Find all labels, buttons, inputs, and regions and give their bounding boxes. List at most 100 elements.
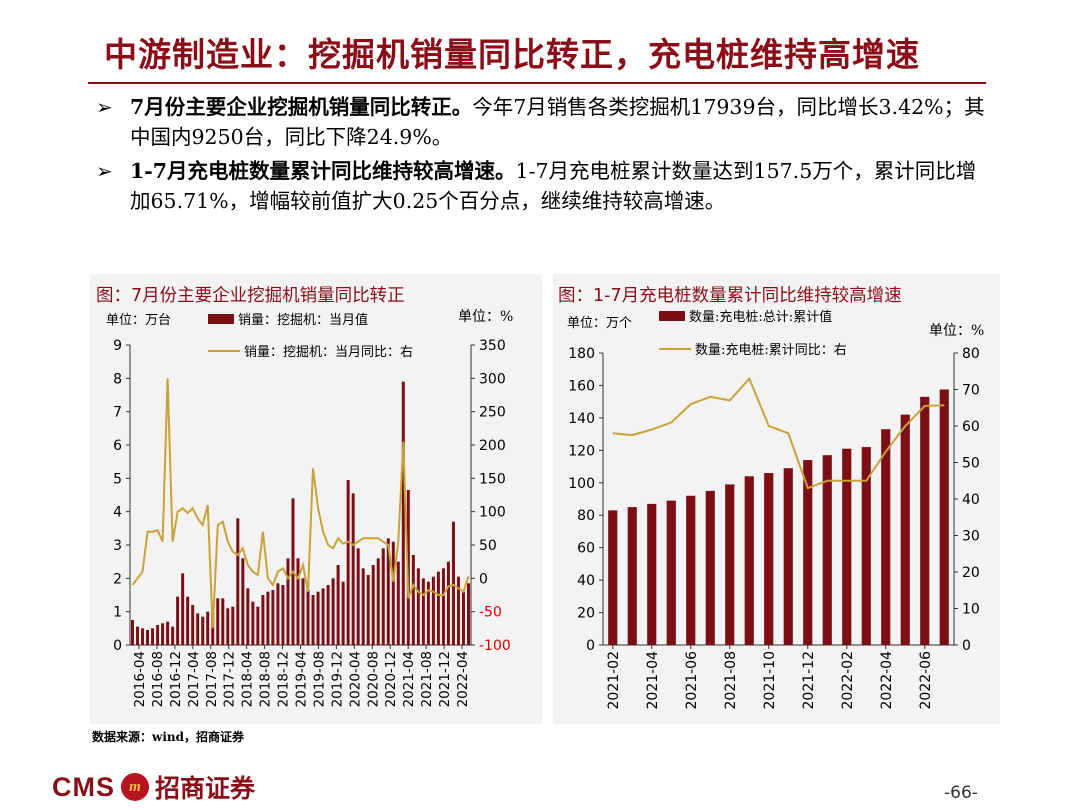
bar [900, 414, 910, 645]
y-tick-label: 40 [577, 573, 595, 589]
bar [647, 503, 657, 645]
bar [191, 605, 195, 645]
bar [216, 598, 220, 645]
bar [236, 518, 240, 645]
x-tick-label: 2021-10 [762, 651, 778, 710]
data-source: 数据来源：wind，招商证券 [92, 730, 245, 744]
bar [276, 583, 280, 645]
x-tick-label: 2018-08 [258, 651, 274, 707]
bar [666, 500, 676, 645]
bar [920, 396, 930, 645]
legend-bar-label: 销量：挖掘机：当月值 [238, 312, 368, 328]
bar [783, 468, 793, 645]
legend-bar-label: 数量:充电桩:总计:累计值 [689, 309, 832, 325]
unit-left-label: 单位：万个 [567, 316, 632, 331]
bar [416, 568, 420, 645]
bar [386, 538, 390, 645]
x-tick-label: 2019-12 [329, 651, 345, 707]
y2-tick-label: 70 [962, 383, 980, 399]
bar [246, 588, 250, 645]
legend-line-label: 销量：挖掘机：当月同比：右 [244, 345, 413, 360]
x-tick-label: 2021-12 [801, 651, 817, 710]
x-tick-label: 2021-04 [401, 651, 417, 707]
unit-right-label: 单位：% [929, 323, 984, 339]
x-tick-label: 2016-12 [168, 651, 184, 707]
arrow-bullet-icon: ➢ [96, 95, 113, 119]
bar [426, 581, 430, 645]
y-tick-label: 9 [113, 338, 122, 354]
page-number: -66- [944, 783, 978, 803]
bar [341, 581, 345, 645]
charging-pile-chart-panel: 图：1-7月充电桩数量累计同比维持较高增速 单位：万个 单位：% 数量:充电桩:总计… [553, 274, 1000, 724]
x-tick-label: 2017-04 [186, 651, 202, 707]
bar [206, 611, 210, 645]
bar [725, 484, 735, 645]
bar [336, 565, 340, 645]
bar [251, 601, 255, 645]
y2-tick-label: 30 [962, 529, 980, 545]
x-tick-label: 2020-12 [383, 651, 399, 707]
y-tick-label: 160 [568, 378, 595, 394]
bar [261, 595, 265, 645]
bullet-item: ➢ 7月份主要企业挖掘机销量同比转正。今年7月销售各类挖掘机17939台，同比增… [92, 92, 992, 152]
x-tick-label: 2021-12 [437, 651, 453, 707]
y-tick-label: 140 [568, 411, 595, 427]
x-tick-label: 2022-02 [840, 651, 856, 710]
bar [466, 583, 470, 645]
bar [356, 548, 360, 645]
x-tick-label: 2022-06 [918, 651, 934, 710]
bar [176, 596, 180, 645]
bar [939, 389, 949, 645]
x-tick-label: 2018-04 [240, 651, 256, 707]
x-tick-label: 2022-04 [455, 651, 471, 707]
bar [881, 429, 891, 645]
y2-tick-label: 0 [479, 571, 488, 587]
bar [311, 595, 315, 645]
x-tick-label: 2022-04 [879, 651, 895, 710]
y-tick-label: 6 [113, 438, 122, 454]
bar [331, 578, 335, 645]
x-tick-label: 2020-04 [347, 651, 363, 707]
bullet-text: 1-7月充电桩累计数量达到157.5万个，累计同比增加65.71%，增幅较前值扩… [130, 159, 977, 213]
bar [744, 476, 754, 645]
unit-right-label: 单位：% [458, 309, 513, 325]
bar [401, 381, 405, 645]
x-tick-label: 2018-12 [276, 651, 292, 707]
bar [171, 626, 175, 645]
bar [266, 591, 270, 645]
bar [627, 507, 637, 645]
x-tick-label: 2021-08 [723, 651, 739, 710]
legend-line-label: 数量:充电桩:累计同比：右 [695, 342, 847, 358]
bar [366, 575, 370, 645]
bar [686, 495, 696, 645]
y2-tick-label: 10 [962, 602, 980, 618]
bar [326, 585, 330, 645]
bar [186, 596, 190, 645]
title-rule [88, 82, 986, 84]
y2-tick-label: 50 [962, 456, 980, 472]
y-tick-label: 8 [113, 371, 122, 387]
bar [608, 510, 618, 645]
y-tick-label: 1 [113, 605, 122, 621]
bar [376, 558, 380, 645]
line-series [612, 376, 945, 490]
x-tick-label: 2021-02 [606, 651, 622, 710]
bar [281, 585, 285, 645]
y-tick-label: 100 [568, 476, 595, 492]
bar [296, 558, 300, 645]
y2-tick-label: 250 [479, 405, 506, 421]
bar [861, 447, 871, 645]
bar [441, 568, 445, 645]
y-tick-label: 0 [586, 638, 595, 654]
bar [391, 541, 395, 645]
bar [803, 460, 813, 645]
bar [196, 613, 200, 645]
bar [181, 573, 185, 645]
y-tick-label: 5 [113, 471, 122, 487]
bar [371, 565, 375, 645]
bar [271, 590, 275, 645]
y2-tick-label: 350 [479, 338, 506, 354]
bar [396, 561, 400, 645]
x-tick-label: 2019-04 [294, 651, 310, 707]
